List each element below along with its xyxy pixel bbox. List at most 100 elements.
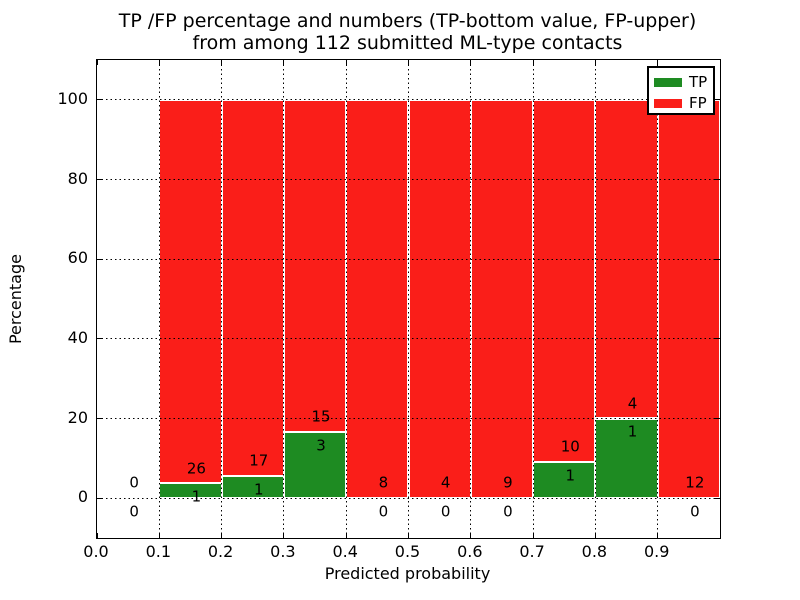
x-tick-label: 0.4 [332,542,358,561]
x-tick-mark-top [470,60,472,65]
fp-legend-swatch [654,98,682,108]
y-tick-mark-left [97,497,102,499]
tp-count-label: 1 [627,422,638,441]
bar-tp-segment [533,461,596,499]
tp-legend-swatch [654,77,682,87]
y-tick-mark-left [97,258,102,260]
chart-title-line2: from among 112 submitted ML-type contact… [192,32,623,54]
legend-item-tp: TP [654,72,708,91]
fp-count-label: 12 [685,473,705,492]
x-tick-label: 0.7 [519,542,545,561]
bar-tp-segment [595,418,658,499]
gridline-vertical [221,60,223,538]
y-tick-mark-right [715,497,720,499]
x-tick-mark-bottom [532,533,534,538]
x-tick-label: 0.8 [581,542,608,561]
y-tick-label: 60 [67,248,88,268]
bar-tp-segment [221,476,284,499]
y-tick-label: 0 [77,487,88,507]
y-tick-mark-left [97,99,102,101]
x-tick-label: 0.2 [207,542,234,561]
bar-tp-segment [283,431,347,499]
y-tick-label: 100 [57,88,88,108]
bar-fp-segment [408,99,471,499]
y-tick-label: 80 [67,168,88,188]
y-tick-mark-right [715,418,720,419]
x-tick-mark-bottom [657,533,659,538]
fp-count-label: 8 [378,473,389,492]
fp-legend-label: FP [689,93,707,112]
y-axis-label: Percentage [6,254,25,345]
x-tick-mark-top [657,60,659,65]
tp-count-label: 0 [378,502,389,521]
tp-count-label: 1 [565,466,576,485]
x-tick-mark-bottom [283,533,285,538]
fp-count-label: 17 [249,451,269,470]
y-tick-mark-left [97,418,102,419]
fp-count-label: 10 [560,437,580,456]
x-tick-mark-top [158,60,160,65]
tp-legend-label: TP [689,72,708,91]
x-tick-label: 0.1 [145,542,172,561]
x-tick-mark-top [408,60,409,65]
x-tick-mark-top [532,60,534,65]
bar-fp-segment [346,99,409,499]
x-axis-label: Predicted probability [324,564,491,583]
tp-count-label: 1 [191,487,202,506]
gridline-vertical [283,60,285,538]
gridline-vertical [532,60,534,538]
fp-count-label: 26 [186,459,206,478]
y-tick-mark-right [715,338,720,340]
y-tick-mark-left [97,338,102,340]
chart-title-line1: TP /FP percentage and numbers (TP-bottom… [118,10,697,32]
fp-count-label: 4 [627,394,638,413]
y-tick-mark-left [97,179,102,180]
x-tick-mark-bottom [221,533,223,538]
x-tick-label: 0.6 [457,542,483,561]
tp-count-label: 0 [129,502,139,521]
y-tick-label: 40 [67,327,88,347]
y-tick-mark-right [715,258,720,260]
gridline-vertical [594,60,596,538]
y-tick-mark-right [715,179,720,180]
x-tick-label: 0.3 [270,542,296,561]
gridline-vertical [408,60,409,538]
tp-count-label: 0 [440,502,451,521]
gridline-vertical [345,60,347,538]
plot-area: 0 0 26 1 17 1 15 3 8 0 4 0 9 0 10 1 4 1 12 0 [96,59,721,539]
tp-count-label: 3 [316,436,326,455]
tp-count-label: 0 [690,502,700,521]
bar-tp-segment [159,483,222,499]
x-tick-mark-bottom [408,533,409,538]
gridline-vertical [470,60,472,538]
x-tick-mark-bottom [470,533,472,538]
tp-count-label: 1 [253,480,264,499]
x-tick-label: 0.5 [394,542,421,561]
x-tick-mark-bottom [345,533,347,538]
chart-title: TP /FP percentage and numbers (TP-bottom… [96,10,719,54]
y-tick-label: 20 [67,407,88,427]
bar-fp-segment [533,99,596,462]
bar-fp-segment [159,99,222,484]
x-tick-mark-top [345,60,347,65]
x-tick-mark-top [96,60,98,65]
bar-fp-segment [657,99,720,499]
x-tick-mark-bottom [594,533,596,538]
fp-count-label: 15 [311,407,331,426]
gridline-vertical [158,60,160,538]
tp-count-label: 0 [503,502,513,521]
x-tick-label: 0.9 [643,542,670,561]
bar-fp-segment [470,99,534,499]
fp-count-label: 4 [440,473,451,492]
bar-fp-segment [283,99,347,432]
x-tick-mark-bottom [96,533,98,538]
x-tick-label: 0.0 [83,542,109,561]
x-tick-mark-top [283,60,285,65]
gridline-vertical [657,60,659,538]
legend: TP FP [647,66,715,115]
fp-count-label: 9 [503,473,513,492]
y-tick-mark-right [715,99,720,101]
bar-fp-segment [221,99,284,476]
fp-count-label: 0 [129,473,139,492]
